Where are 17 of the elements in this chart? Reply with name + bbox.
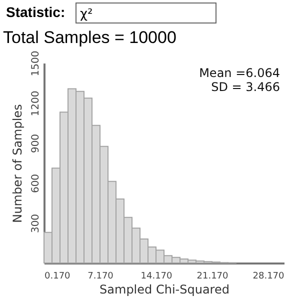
y-axis-title: Number of Samples xyxy=(10,104,24,223)
x-tick-label: 14.170 xyxy=(140,272,173,282)
y-tick-label: 300 xyxy=(30,214,42,234)
y-tick-label: 900 xyxy=(30,134,42,154)
text: χ² xyxy=(80,7,93,22)
x-tick-label: 7.170 xyxy=(88,272,114,282)
x-tick-label: 21.170 xyxy=(196,272,229,282)
y-tick-label: 600 xyxy=(30,174,42,194)
x-tick-label: 28.170 xyxy=(252,272,285,282)
annotation: SD = 3.466 xyxy=(211,80,280,94)
y-tick-label: 1500 xyxy=(30,50,42,76)
x-axis-title: Sampled Chi-Squared xyxy=(100,282,230,296)
chart-title: Total Samples = 10000 xyxy=(3,28,176,47)
annotation: Mean =6.064 xyxy=(199,66,280,80)
y-tick-label: 1200 xyxy=(30,90,42,116)
text: Statistic: xyxy=(6,4,66,20)
x-tick-label: 0.170 xyxy=(44,272,71,282)
